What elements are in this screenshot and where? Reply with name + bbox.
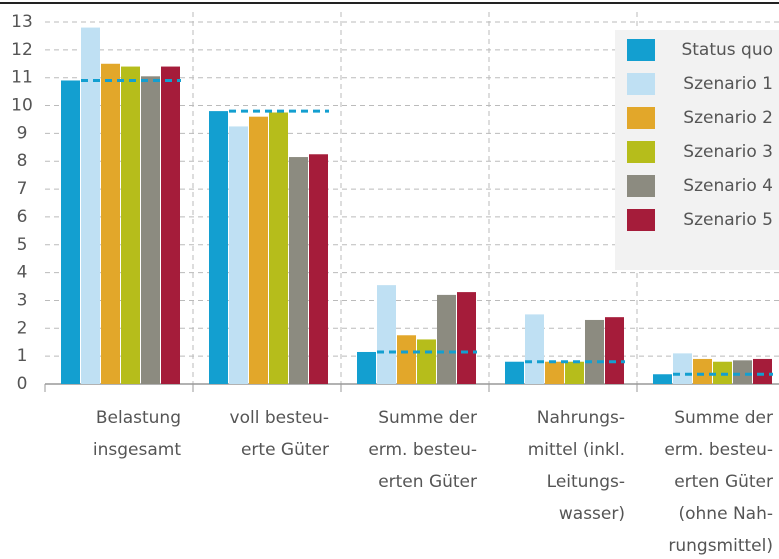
bar: [505, 361, 524, 384]
y-tick-label: 8: [17, 151, 28, 171]
bar: [357, 351, 376, 384]
legend-label: Szenario 5: [683, 210, 773, 230]
bar: [289, 157, 308, 384]
legend-swatch: [627, 73, 655, 95]
x-tick-label: Summe der: [674, 408, 773, 428]
bar: [545, 361, 564, 384]
y-tick-label: 0: [17, 374, 28, 394]
x-tick-label: (ohne Nah-: [679, 504, 774, 524]
bar: [733, 360, 752, 384]
x-tick-label: Nahrungs-: [537, 408, 625, 428]
y-tick-label: 10: [11, 96, 33, 116]
legend-label: Szenario 3: [683, 142, 773, 162]
x-tick-label: mittel (inkl.: [528, 440, 625, 460]
x-tick-label: Leitungs-: [547, 472, 625, 492]
bar: [753, 358, 772, 384]
legend-label: Status quo: [681, 40, 773, 60]
legend-label: Szenario 4: [683, 176, 773, 196]
x-tick-label: erten Güter: [674, 472, 773, 492]
bar: [605, 317, 624, 384]
bar: [673, 353, 692, 384]
bar: [61, 80, 80, 384]
bar: [309, 154, 328, 384]
bar: [565, 361, 584, 384]
y-tick-label: 11: [11, 68, 33, 88]
x-tick-label: voll besteu-: [230, 408, 329, 428]
y-tick-label: 2: [17, 318, 28, 338]
bar: [81, 27, 100, 384]
bar: [397, 335, 416, 384]
bar: [585, 319, 604, 384]
y-tick-label: 5: [17, 235, 28, 255]
x-tick-label: insgesamt: [93, 440, 181, 460]
x-tick-label: Belastung: [96, 408, 181, 428]
bar: [229, 126, 248, 384]
x-tick-label: erten Güter: [378, 472, 477, 492]
y-tick-label: 4: [17, 263, 28, 283]
bar: [653, 374, 672, 384]
legend-swatch: [627, 39, 655, 61]
bar: [121, 66, 140, 385]
bar: [417, 339, 436, 384]
bar: [437, 294, 456, 384]
bar: [101, 63, 120, 385]
bar: [161, 66, 180, 385]
x-tick-label: rungsmittel): [668, 536, 773, 556]
bar: [209, 111, 228, 384]
x-tick-label: erm. besteu-: [664, 440, 773, 460]
legend-swatch: [627, 107, 655, 129]
bar: [377, 285, 396, 384]
y-tick-label: 13: [11, 12, 33, 32]
x-tick-label: erte Güter: [241, 440, 329, 460]
y-tick-label: 7: [17, 179, 28, 199]
y-tick-label: 3: [17, 290, 28, 310]
x-tick-label: Summe der: [378, 408, 477, 428]
bar: [249, 116, 268, 384]
legend-label: Szenario 2: [683, 108, 773, 128]
legend-swatch: [627, 209, 655, 231]
bar: [693, 358, 712, 384]
legend-swatch: [627, 141, 655, 163]
bar: [457, 292, 476, 384]
y-tick-label: 9: [17, 123, 28, 143]
bar: [269, 112, 288, 384]
x-tick-label: wasser): [559, 504, 625, 524]
bar: [525, 314, 544, 384]
y-tick-label: 6: [17, 207, 28, 227]
y-tick-label: 12: [11, 40, 33, 60]
x-tick-label: erm. besteu-: [368, 440, 477, 460]
bar: [141, 76, 160, 385]
y-tick-label: 1: [17, 346, 28, 366]
legend-swatch: [627, 175, 655, 197]
legend-label: Szenario 1: [683, 74, 773, 94]
